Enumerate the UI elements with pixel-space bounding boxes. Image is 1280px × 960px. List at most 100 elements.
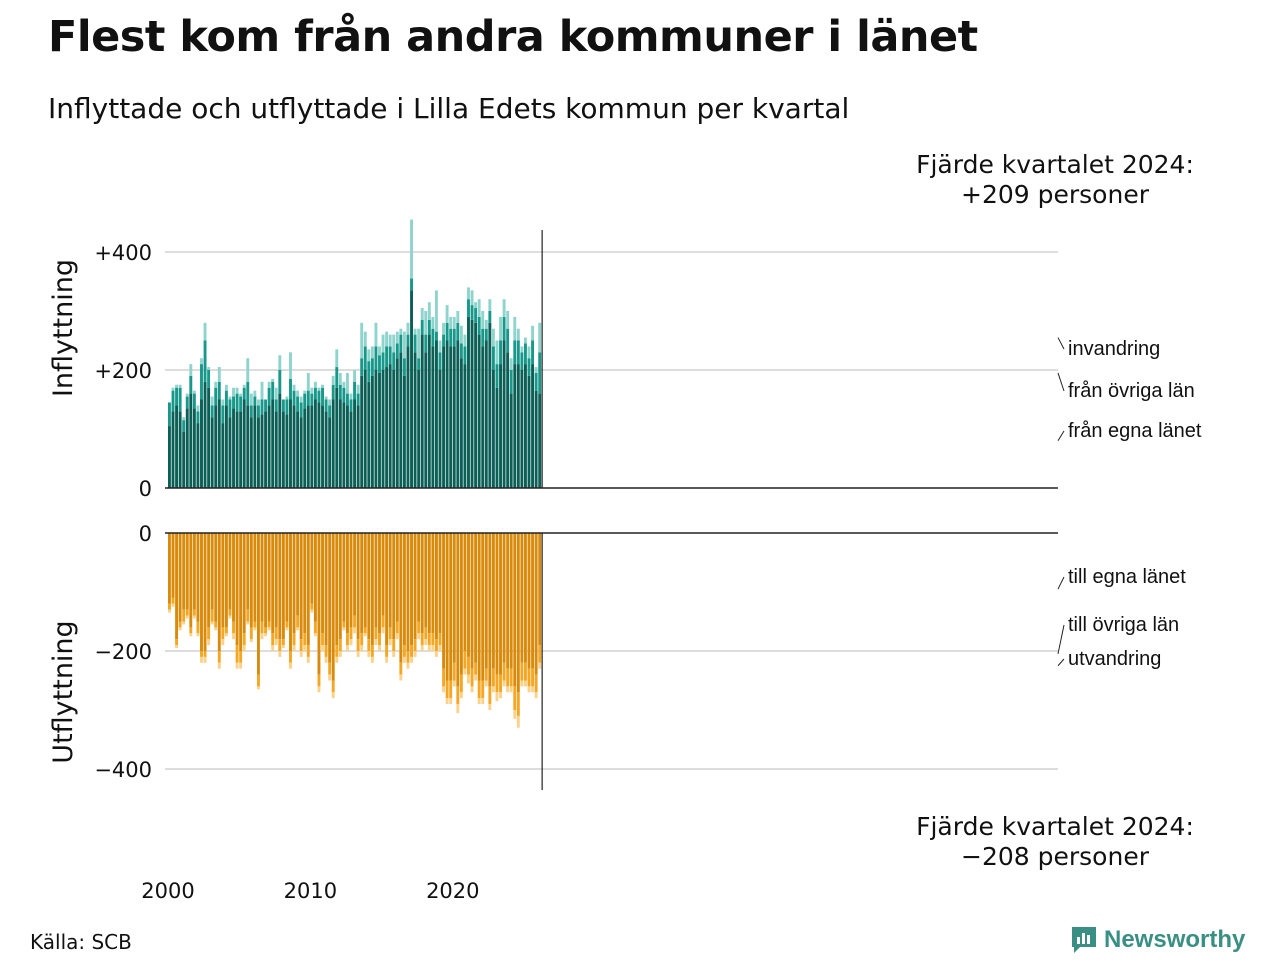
bar-in-1 bbox=[527, 358, 531, 376]
bar-out-1 bbox=[513, 686, 517, 710]
bar-out-1 bbox=[317, 674, 321, 687]
bar-in-1 bbox=[239, 396, 243, 412]
bar-in-1 bbox=[221, 405, 225, 424]
bar-out-2 bbox=[452, 680, 456, 687]
bar-out-1 bbox=[360, 633, 364, 646]
bar-in-2 bbox=[392, 334, 396, 353]
bar-in-0 bbox=[491, 370, 495, 488]
bar-out-0 bbox=[502, 533, 506, 663]
bar-in-0 bbox=[260, 414, 264, 488]
bar-in-0 bbox=[488, 322, 492, 488]
bar-out-0 bbox=[431, 533, 435, 634]
bar-out-0 bbox=[242, 533, 246, 634]
legend-label-out-2: utvandring bbox=[1068, 648, 1161, 670]
bar-out-1 bbox=[484, 668, 488, 681]
bar-out-2 bbox=[221, 639, 225, 646]
bar-in-2 bbox=[271, 378, 275, 382]
bar-in-0 bbox=[399, 352, 403, 488]
bar-in-1 bbox=[249, 405, 253, 418]
bar-in-0 bbox=[203, 381, 207, 488]
bar-out-1 bbox=[189, 627, 193, 634]
bar-in-0 bbox=[406, 346, 410, 488]
bar-out-2 bbox=[378, 645, 381, 651]
bar-out-1 bbox=[399, 662, 403, 675]
bar-out-1 bbox=[253, 621, 257, 628]
bar-out-1 bbox=[217, 651, 221, 663]
bar-in-2 bbox=[424, 311, 428, 335]
bar-in-2 bbox=[356, 384, 360, 394]
bar-in-1 bbox=[189, 375, 193, 394]
bar-out-1 bbox=[534, 674, 538, 693]
bar-out-1 bbox=[310, 603, 314, 610]
chart-title: Flest kom från andra kommuner i länet bbox=[48, 12, 978, 62]
bar-out-1 bbox=[285, 621, 289, 628]
bar-out-1 bbox=[499, 674, 502, 693]
bar-in-1 bbox=[506, 328, 510, 353]
bar-out-1 bbox=[324, 645, 328, 657]
bar-out-1 bbox=[246, 609, 250, 622]
bar-in-2 bbox=[310, 387, 314, 394]
bar-in-0 bbox=[477, 334, 481, 488]
bar-out-2 bbox=[299, 651, 303, 657]
bar-in-0 bbox=[313, 399, 317, 488]
bar-in-0 bbox=[520, 370, 524, 488]
bar-in-0 bbox=[210, 417, 214, 488]
bar-out-2 bbox=[481, 698, 485, 705]
bar-out-2 bbox=[321, 645, 324, 651]
bar-out-1 bbox=[257, 674, 260, 687]
bar-out-2 bbox=[296, 627, 300, 631]
annotation-top: Fjärde kvartalet 2024: +209 personer bbox=[900, 150, 1210, 210]
bar-in-1 bbox=[534, 372, 538, 391]
bar-in-2 bbox=[317, 387, 321, 391]
bar-in-0 bbox=[207, 387, 211, 488]
bar-in-0 bbox=[271, 399, 275, 488]
annotation-bottom-line2: −208 personer bbox=[961, 842, 1149, 871]
bar-out-0 bbox=[495, 533, 499, 675]
bar-in-1 bbox=[264, 399, 268, 412]
y-tick-label-top: 0 bbox=[139, 477, 152, 501]
bar-out-2 bbox=[217, 662, 221, 669]
bar-out-2 bbox=[438, 645, 442, 651]
bar-out-1 bbox=[445, 680, 449, 699]
bar-in-0 bbox=[257, 417, 260, 488]
bar-in-2 bbox=[224, 384, 228, 391]
bar-out-2 bbox=[474, 674, 478, 681]
bar-in-2 bbox=[321, 384, 324, 388]
bar-out-2 bbox=[431, 645, 435, 651]
bar-in-2 bbox=[491, 328, 495, 347]
bar-out-1 bbox=[442, 668, 446, 687]
bar-in-0 bbox=[175, 405, 179, 488]
bar-out-1 bbox=[306, 645, 310, 657]
bar-in-0 bbox=[452, 346, 456, 488]
y-tick-label-bottom: 0 bbox=[139, 522, 152, 546]
bar-in-0 bbox=[474, 322, 478, 488]
bar-in-1 bbox=[278, 370, 282, 394]
bar-out-2 bbox=[538, 662, 542, 669]
bar-out-1 bbox=[178, 621, 182, 628]
bar-in-1 bbox=[531, 340, 535, 365]
bar-in-0 bbox=[249, 417, 253, 488]
legend-label-in-2: invandring bbox=[1068, 338, 1160, 360]
bar-in-1 bbox=[392, 352, 396, 370]
bar-out-1 bbox=[402, 645, 406, 657]
bar-out-1 bbox=[192, 609, 196, 616]
bar-out-2 bbox=[442, 686, 446, 693]
bar-in-2 bbox=[538, 322, 542, 353]
bar-out-1 bbox=[431, 633, 435, 646]
bar-out-0 bbox=[306, 533, 310, 646]
bar-in-2 bbox=[253, 390, 257, 397]
bar-out-2 bbox=[534, 692, 538, 699]
bar-in-1 bbox=[335, 367, 339, 388]
bar-out-2 bbox=[260, 633, 264, 640]
bar-in-2 bbox=[495, 340, 499, 365]
bar-out-2 bbox=[410, 656, 413, 663]
bar-in-2 bbox=[413, 328, 417, 335]
bar-in-1 bbox=[378, 355, 381, 373]
bar-in-1 bbox=[346, 393, 349, 406]
bar-out-2 bbox=[313, 633, 317, 637]
bar-in-2 bbox=[467, 287, 470, 300]
bar-out-2 bbox=[420, 645, 424, 651]
bar-out-1 bbox=[175, 639, 179, 646]
bar-in-2 bbox=[171, 387, 175, 391]
bar-out-2 bbox=[388, 639, 392, 646]
